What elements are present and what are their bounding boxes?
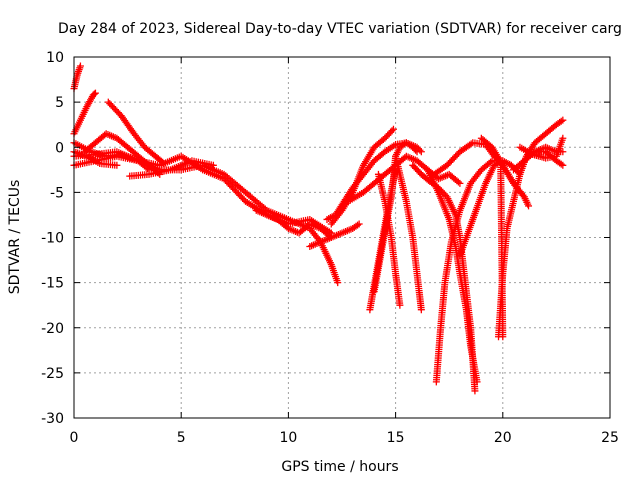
data-point	[159, 158, 167, 166]
y-tick-label: -30	[41, 411, 64, 427]
x-tick-label: 5	[177, 430, 186, 446]
data-point	[334, 279, 342, 287]
data-point	[113, 161, 121, 169]
series-arc-7	[104, 98, 168, 167]
series-arc-28	[531, 143, 567, 156]
y-tick-label: -15	[41, 276, 64, 292]
series-arc-20	[432, 157, 524, 386]
x-tick-label: 0	[70, 430, 79, 446]
series-arc-25	[495, 116, 567, 341]
data-point	[559, 161, 567, 169]
data-point	[412, 146, 420, 154]
y-tick-label: -20	[41, 321, 64, 337]
data-point	[559, 116, 567, 124]
data-points	[70, 62, 567, 395]
series-arc-11	[306, 220, 363, 251]
data-point	[354, 221, 362, 229]
y-tick-label: -5	[50, 185, 64, 201]
data-point	[557, 160, 565, 168]
data-point	[91, 89, 99, 97]
data-point	[473, 378, 481, 386]
series-arc-6	[81, 130, 164, 178]
series-arc-5	[70, 139, 153, 174]
y-tick-label: -10	[41, 231, 64, 247]
series-arc-27	[516, 134, 567, 162]
data-point	[388, 127, 396, 135]
x-tick-label: 25	[601, 430, 619, 446]
y-tick-label: 10	[46, 50, 64, 66]
y-tick-label: 5	[55, 95, 64, 111]
series-arc-18	[392, 152, 425, 314]
data-point	[467, 140, 475, 148]
y-axis-label: SDTVAR / TECUs	[7, 180, 23, 295]
x-tick-label: 15	[387, 430, 405, 446]
y-tick-label: -25	[41, 366, 64, 382]
series-arc-17	[374, 170, 404, 309]
x-tick-label: 20	[494, 430, 512, 446]
data-point	[413, 148, 421, 156]
data-point	[456, 179, 464, 187]
x-tick-label: 10	[279, 430, 297, 446]
data-point	[557, 117, 565, 125]
x-axis-label: GPS time / hours	[281, 459, 398, 475]
series-arc-13	[327, 125, 397, 228]
data-point	[454, 178, 462, 186]
series-arc-1	[70, 62, 84, 93]
axis-ticks: 0 5 10 15 20 25 -30 -25 -20 -15 -10 -5 0 5 10	[41, 50, 619, 446]
data-point	[355, 220, 363, 228]
data-point	[487, 158, 495, 166]
data-point	[417, 306, 425, 314]
data-point	[389, 125, 397, 133]
series-arc-2	[70, 89, 99, 138]
data-point	[471, 387, 479, 395]
data-point	[559, 134, 567, 142]
data-point	[209, 161, 217, 169]
data-point	[559, 148, 567, 156]
y-tick-label: 0	[55, 140, 64, 156]
data-point	[76, 62, 84, 70]
data-point	[90, 90, 98, 98]
data-point	[396, 301, 404, 309]
series-arc-8	[126, 157, 217, 180]
grid-lines	[74, 57, 610, 418]
data-point	[160, 159, 168, 167]
chart-title: Day 284 of 2023, Sidereal Day-to-day VTE…	[58, 21, 622, 37]
data-point	[525, 202, 533, 210]
series-arc-21	[424, 166, 481, 386]
